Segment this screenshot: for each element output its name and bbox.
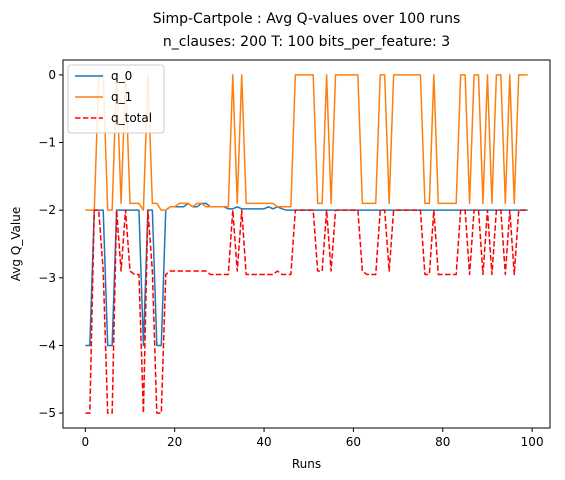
x-tick-label: 0: [82, 435, 90, 449]
legend: q_0 q_1 q_total: [68, 65, 164, 133]
series-line-q-total: [85, 210, 527, 413]
x-tick-label: 60: [346, 435, 361, 449]
x-tick-label: 100: [521, 435, 544, 449]
x-tick-label: 40: [256, 435, 271, 449]
y-tick-label: 0: [48, 68, 56, 82]
y-axis-ticks: 0 −1 −2 −3 −4 −5: [38, 68, 63, 420]
y-tick-label: −1: [38, 136, 56, 150]
y-tick-label: −5: [38, 406, 56, 420]
y-tick-label: −4: [38, 338, 56, 352]
legend-label: q_1: [111, 90, 132, 104]
x-tick-label: 20: [167, 435, 182, 449]
y-tick-label: −2: [38, 203, 56, 217]
x-axis-label: Runs: [292, 457, 321, 471]
y-tick-label: −3: [38, 271, 56, 285]
y-axis-label: Avg Q_Value: [9, 207, 23, 281]
x-axis-ticks: 0 20 40 60 80 100: [82, 428, 544, 449]
chart-title: Simp-Cartpole : Avg Q-values over 100 ru…: [153, 11, 461, 27]
legend-label: q_0: [111, 69, 132, 83]
series-line-q-0: [85, 203, 527, 345]
x-tick-label: 80: [435, 435, 450, 449]
legend-label: q_total: [111, 111, 152, 125]
chart-subtitle: n_clauses: 200 T: 100 bits_per_feature: …: [163, 34, 450, 50]
